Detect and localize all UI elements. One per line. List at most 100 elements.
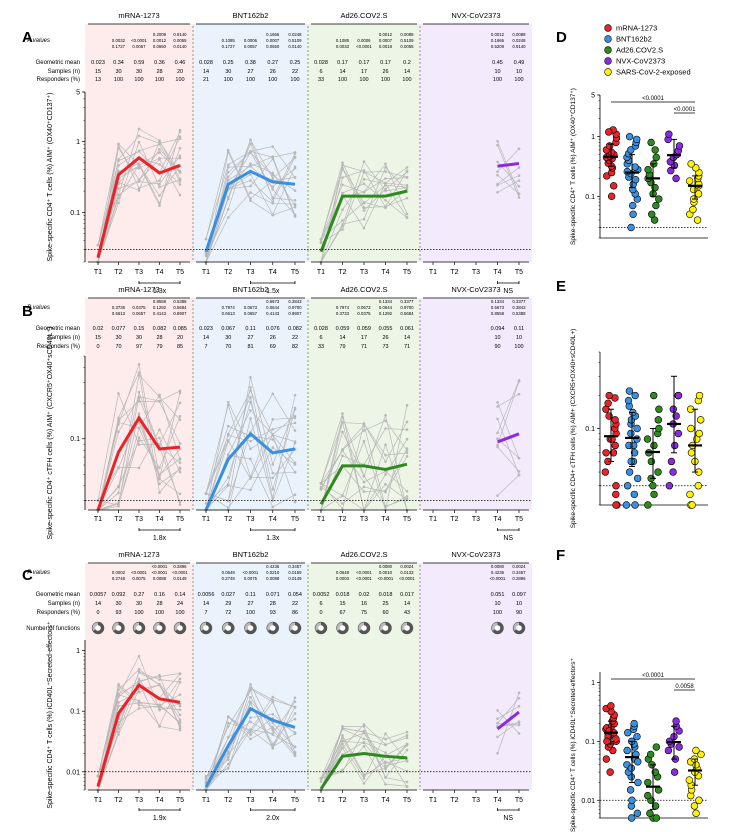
x-tick-label: T1 — [94, 797, 102, 804]
data-point — [631, 501, 639, 509]
y-tick-label: 0.1 — [585, 426, 595, 433]
data-point — [606, 768, 614, 776]
data-point — [652, 153, 660, 162]
x-tick-label: T4 — [269, 797, 277, 804]
data-point — [627, 814, 636, 822]
individual-point — [117, 392, 120, 395]
responders-value: 100 — [338, 77, 347, 83]
responders-value: 100 — [493, 77, 502, 83]
p-value: 0.5388 — [512, 311, 526, 316]
individual-point — [249, 737, 252, 741]
individual-point — [178, 418, 182, 422]
x-tick-label: T5 — [291, 269, 299, 276]
data-point — [687, 424, 695, 433]
individual-point — [158, 204, 161, 207]
geometric-mean-value: 0.076 — [266, 326, 280, 332]
individual-point — [178, 180, 182, 183]
legend-marker — [604, 57, 612, 65]
individual-point — [496, 431, 499, 435]
individual-point — [249, 375, 252, 379]
geometric-mean-value: 0.38 — [245, 60, 256, 66]
data-point — [648, 210, 656, 218]
p-value: 0.9140 — [173, 32, 187, 37]
individual-point — [405, 780, 409, 784]
y-axis-label: Spike-specific CD4⁺ T cells (%) AIM⁺ (OX… — [47, 93, 54, 262]
data-point — [675, 743, 683, 751]
individual-point — [226, 482, 230, 486]
individual-point — [517, 723, 521, 727]
data-point — [627, 223, 635, 232]
p-value: 0.0057 — [244, 44, 258, 49]
individual-point — [496, 494, 499, 497]
individual-point — [271, 213, 275, 217]
x-tick-label: T3 — [135, 269, 143, 276]
group-background — [420, 298, 532, 510]
data-point — [685, 776, 694, 784]
x-tick-label: T1 — [202, 797, 210, 804]
samples-value: 30 — [136, 335, 142, 341]
functions-donut-hole — [404, 625, 410, 631]
functions-donut-hole — [292, 625, 298, 631]
data-point — [647, 457, 656, 466]
individual-point — [249, 701, 252, 705]
individual-point — [226, 424, 230, 428]
samples-value: 10 — [494, 69, 500, 75]
responders-value: 33 — [318, 77, 324, 83]
data-point — [611, 441, 619, 450]
individual-point — [405, 166, 409, 169]
samples-value: 22 — [292, 69, 298, 75]
individual-point — [271, 721, 275, 725]
data-point — [633, 435, 641, 443]
p-value: 0.5388 — [173, 299, 187, 304]
data-point — [655, 405, 663, 413]
data-point — [692, 809, 700, 818]
individual-point — [517, 732, 521, 735]
individual-point — [341, 454, 344, 458]
individual-point — [293, 393, 297, 397]
row-label-geometric-mean: Geometric mean — [36, 592, 80, 598]
p-value: 0.3843 — [512, 305, 526, 310]
data-point — [630, 719, 638, 728]
responders-value: 73 — [382, 344, 388, 350]
individual-point — [178, 146, 182, 150]
individual-point — [496, 717, 499, 720]
individual-point — [226, 216, 230, 219]
individual-point — [117, 730, 120, 734]
x-tick-label: T4 — [493, 269, 501, 276]
p-value: <0.0001 — [152, 564, 168, 569]
individual-point — [271, 428, 275, 431]
y-tick-label: 1 — [591, 134, 595, 141]
p-value: <0.0001 — [172, 570, 188, 575]
responders-value: 82 — [292, 344, 298, 350]
individual-point — [158, 194, 161, 197]
legend-label: NVX-CoV2373 — [616, 57, 665, 66]
samples-value: 30 — [225, 335, 231, 341]
y-tick-label: 5 — [76, 90, 80, 97]
individual-point — [158, 185, 161, 189]
geometric-mean-value: 0.0057 — [90, 592, 107, 598]
geometric-mean-value: 0.061 — [400, 326, 414, 332]
geometric-mean-value: 0.14 — [175, 592, 186, 598]
individual-point — [271, 145, 275, 148]
individual-point — [341, 415, 344, 419]
geometric-mean-value: 0.067 — [221, 326, 235, 332]
functions-donut-hole — [115, 625, 122, 631]
data-point — [630, 490, 639, 499]
individual-point — [249, 173, 252, 176]
individual-point — [517, 147, 521, 151]
samples-value: 10 — [516, 335, 522, 341]
individual-point — [226, 750, 230, 753]
geometric-mean-value: 0.077 — [112, 326, 126, 332]
individual-point — [158, 158, 161, 161]
geometric-mean-value: 0.59 — [134, 60, 145, 66]
geometric-mean-value: 0.11 — [245, 326, 255, 332]
responders-value: 0 — [96, 610, 99, 616]
samples-value: 14 — [339, 69, 345, 75]
data-point — [651, 768, 660, 776]
fold-change-label: 1.5x — [266, 288, 280, 295]
group-name-label: BNT162b2 — [233, 285, 269, 294]
x-tick-label: T3 — [360, 269, 368, 276]
individual-point — [158, 724, 161, 727]
individual-point — [362, 190, 366, 194]
samples-value: 27 — [247, 601, 253, 607]
